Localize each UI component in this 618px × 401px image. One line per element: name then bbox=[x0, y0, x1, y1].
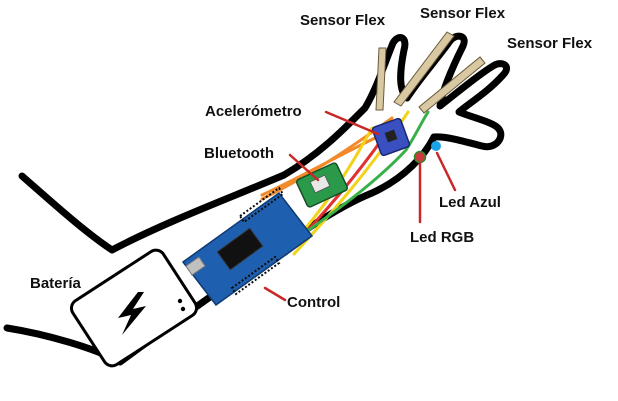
leader-lines bbox=[263, 110, 457, 302]
leader-bluetooth bbox=[288, 153, 320, 182]
flex-sensor-3 bbox=[418, 56, 486, 114]
label-control: Control bbox=[287, 294, 340, 311]
leader-control bbox=[263, 286, 287, 302]
flex-sensor-2 bbox=[393, 31, 455, 107]
control-board bbox=[181, 186, 314, 307]
bolt-icon bbox=[118, 292, 146, 335]
flex-sensors bbox=[375, 31, 486, 114]
label-bluetooth: Bluetooth bbox=[204, 145, 274, 162]
label-accelerometer: Acelerómetro bbox=[205, 103, 302, 120]
accelerometer-module bbox=[371, 117, 411, 157]
led-rgb bbox=[413, 150, 427, 164]
label-led-azul: Led Azul bbox=[439, 194, 501, 211]
flex-sensor-1 bbox=[375, 47, 387, 111]
label-led-rgb: Led RGB bbox=[410, 229, 474, 246]
leader-accelerometer bbox=[324, 110, 380, 136]
label-sensor-flex-2: Sensor Flex bbox=[420, 5, 506, 22]
label-bateria: Batería bbox=[30, 275, 82, 292]
led-azul bbox=[431, 141, 441, 151]
label-sensor-flex-1: Sensor Flex bbox=[300, 12, 386, 29]
wire-green bbox=[298, 110, 430, 238]
label-sensor-flex-3: Sensor Flex bbox=[507, 35, 593, 52]
leader-led-azul bbox=[435, 151, 457, 192]
battery-icon bbox=[69, 248, 199, 368]
bluetooth-module bbox=[295, 162, 349, 208]
